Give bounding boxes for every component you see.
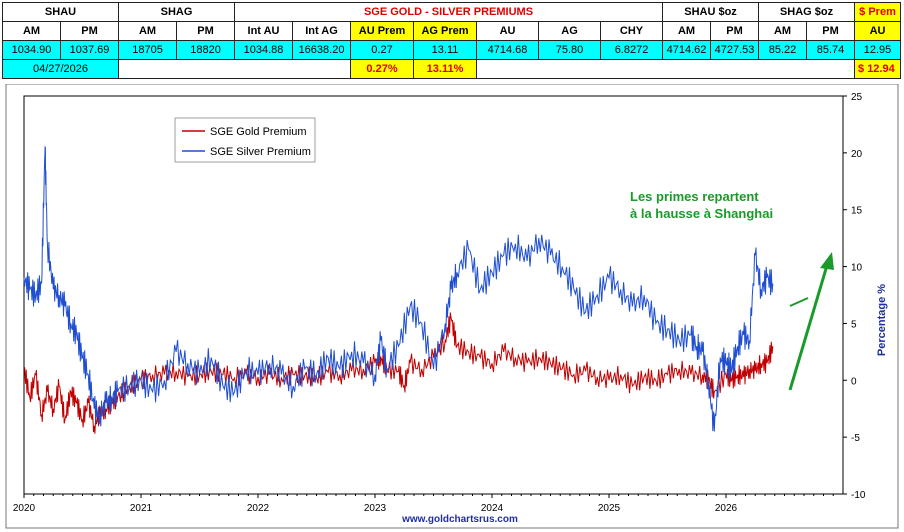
val-shag-oz-pm: 85.74 [806,40,856,60]
prem-usd-value: $ 12.94 [854,59,902,79]
prem-header: $ Prem [854,2,902,22]
pct-ag-prem: 13.11% [413,59,478,79]
blank-cell [118,59,352,79]
series-group [23,145,774,434]
y-tick-label: 20 [851,149,863,160]
col-au: AU [476,21,540,41]
legend-label-silver: SGE Silver Premium [210,146,311,158]
col-pm-4: PM [806,21,856,41]
chart-frame [5,84,899,529]
col-pm-3: PM [710,21,760,41]
val-int-ag: 16638.20 [292,40,352,60]
annotation: Les primes repartent à la hausse à Shang… [630,189,834,391]
annotation-arrow [788,261,830,391]
val-shag-pm: 18820 [176,40,236,60]
pct-au-prem: 0.27% [350,59,415,79]
legend-box [174,117,316,163]
col-am-4: AM [758,21,808,41]
col-am-2: AM [118,21,178,41]
x-tick-label: 2023 [364,503,387,514]
val-au: 4714.68 [476,40,540,60]
col-au-prem: AU Prem [350,21,415,41]
page-title: SGE GOLD - SILVER PREMIUMS [234,2,664,22]
legend-label-gold: SGE Gold Premium [210,126,307,138]
val-shag-oz-am: 85.22 [758,40,808,60]
val-shau-oz-am: 4714.62 [662,40,712,60]
x-tick-label: 2022 [247,503,270,514]
col-am-1: AM [2,21,61,41]
annotation-arrowhead [820,252,834,270]
shag-oz-header: SHAG $oz [758,2,856,22]
y-tick-label: 5 [851,319,857,330]
series-line-silver [23,145,774,432]
x-tick-label: 2020 [13,503,36,514]
col-chy: CHY [600,21,664,41]
val-int-au: 1034.88 [234,40,294,60]
x-tick-label: 2026 [715,503,738,514]
annotation-arrow-small [789,297,809,307]
x-tick-label: 2021 [130,503,153,514]
legend: SGE Gold Premium SGE Silver Premium [174,117,316,163]
annotation-line-2: à la hausse à Shanghai [630,206,773,221]
val-shau-am: 1034.90 [2,40,61,60]
shag-header: SHAG [118,2,236,22]
y-tick-label: -10 [851,490,866,501]
premium-table-header: SHAU SHAG SGE GOLD - SILVER PREMIUMS SHA… [0,0,904,82]
col-int-ag: Int AG [292,21,352,41]
col-am-3: AM [662,21,712,41]
y-tick-label: 25 [851,92,863,103]
col-au-prem-usd: AU [854,21,902,41]
val-shau-pm: 1037.69 [59,40,120,60]
col-ag-prem: AG Prem [413,21,478,41]
shau-oz-header: SHAU $oz [662,2,760,22]
blank-cell-2 [476,59,856,79]
y-tick-label: 15 [851,206,863,217]
col-int-au: Int AU [234,21,294,41]
annotation-line-1: Les primes repartent [630,189,759,204]
y-tick-label: 0 [851,376,857,387]
col-pm-1: PM [59,21,120,41]
x-tick-label: 2024 [481,503,504,514]
x-tick-label: 2025 [598,503,621,514]
val-chy: 6.8272 [600,40,664,60]
val-shag-am: 18705 [118,40,178,60]
val-ag-prem: 13.11 [413,40,478,60]
shau-header: SHAU [1,2,120,22]
col-ag: AG [538,21,602,41]
col-pm-2: PM [176,21,236,41]
current-date: 04/27/2026 [1,59,120,79]
y-tick-label: 10 [851,263,863,274]
val-prem-au: 12.95 [854,40,902,60]
y-axis-label: Percentage % [876,284,888,356]
y-tick-label: -5 [851,433,860,444]
source-url: www.goldchartsrus.com [401,514,518,525]
val-shau-oz-pm: 4727.53 [710,40,760,60]
val-ag: 75.80 [538,40,602,60]
val-au-prem: 0.27 [350,40,415,60]
